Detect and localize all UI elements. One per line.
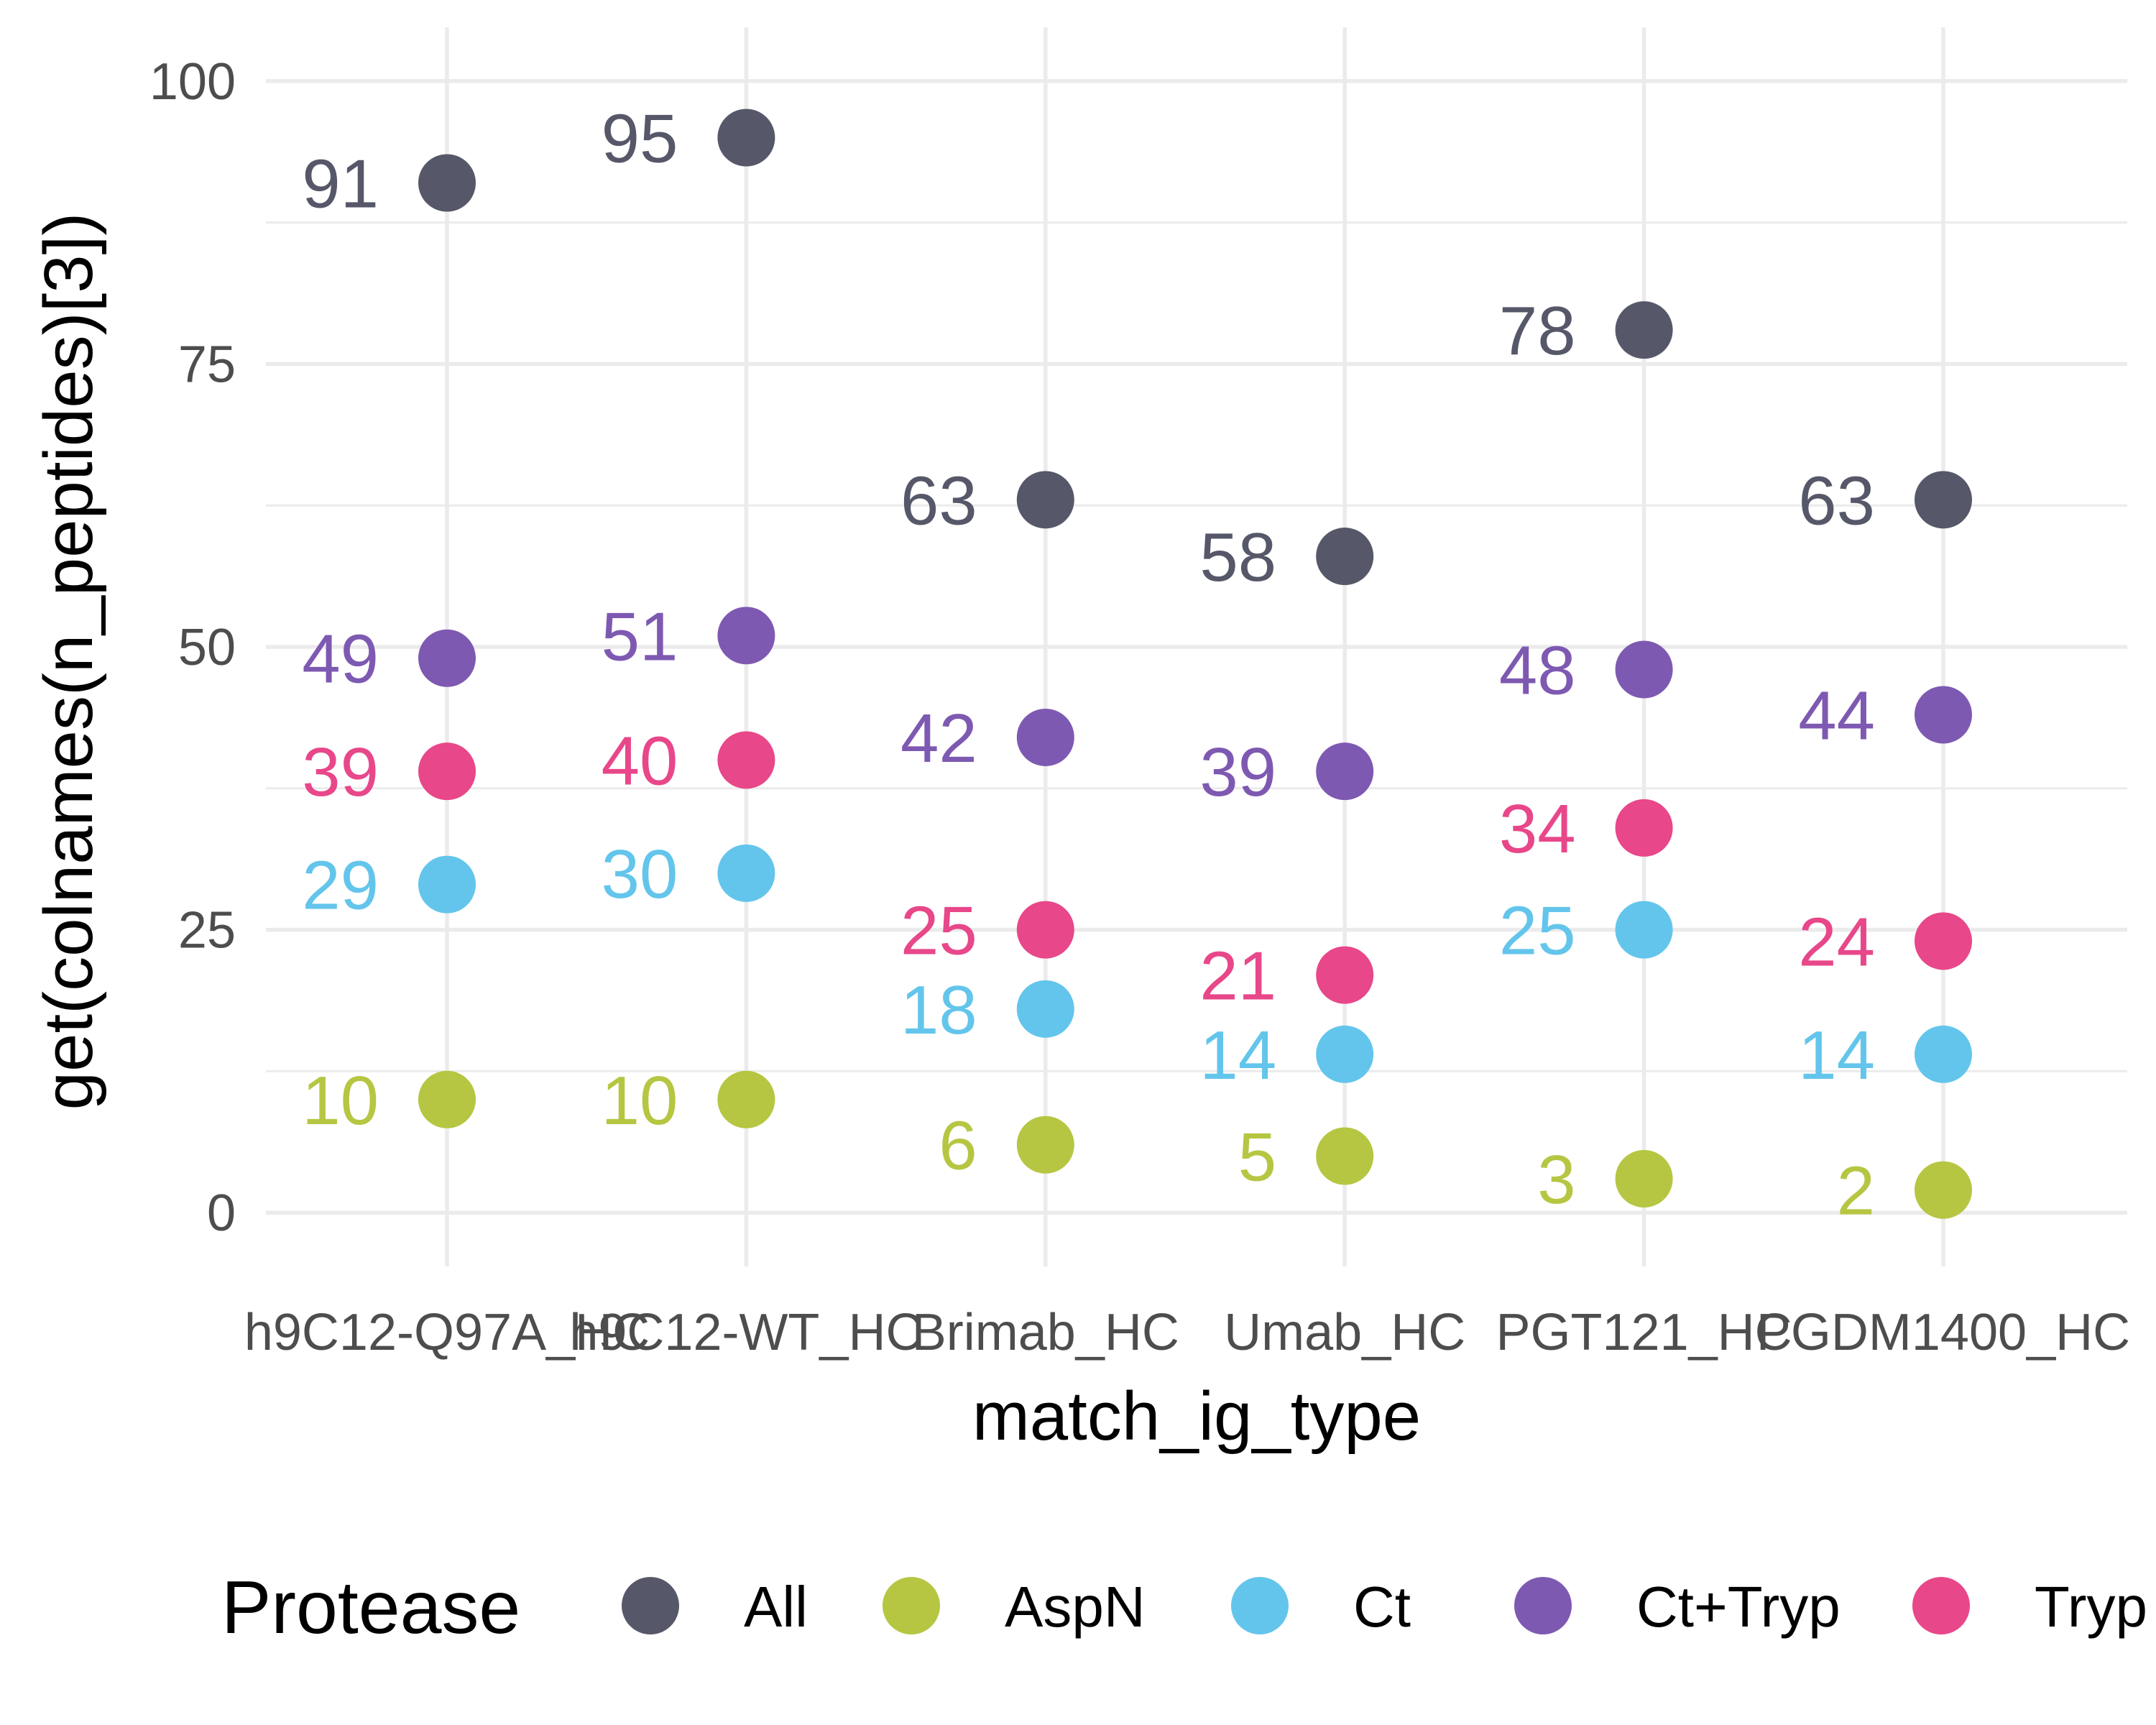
data-point [1316,1025,1374,1083]
y-tick-label: 0 [207,1184,236,1242]
data-label: 42 [900,700,977,777]
data-label: 3 [1537,1141,1575,1218]
data-labels: 91 95 63 58 78 63 10 10 6 5 3 2 29 30 18 14 25 14 49 51 42 39… [302,101,1875,1230]
data-label: 39 [302,734,379,811]
data-label: 6 [939,1108,977,1184]
legend-key [1514,1577,1572,1634]
data-point [717,844,775,902]
data-point [1615,799,1673,857]
data-label: 25 [1499,893,1576,970]
data-point [717,1070,775,1128]
x-tick-label: PGDM1400_HC [1756,1304,2130,1361]
data-label: 63 [1798,462,1875,539]
data-point [1016,901,1074,959]
legend-label: All [744,1575,808,1639]
y-tick-label: 100 [149,53,236,111]
data-label: 63 [900,462,977,539]
data-label: 91 [302,145,379,222]
data-point [1915,471,1972,529]
legend-key [622,1577,679,1634]
y-axis-ticks: 0 25 50 75 100 [149,53,236,1242]
data-label: 34 [1499,791,1576,868]
data-label: 2 [1837,1153,1875,1230]
y-tick-label: 50 [178,619,236,676]
x-tick-label: h9C12-Q97A_HC [244,1304,650,1361]
data-label: 21 [1199,938,1276,1015]
data-point [1016,980,1074,1038]
x-tick-label: Umab_HC [1224,1304,1465,1361]
data-point [1915,1025,1972,1083]
data-label: 39 [1199,734,1276,811]
data-point [717,607,775,665]
y-tick-label: 75 [178,336,236,393]
data-label: 18 [900,972,977,1049]
data-point [1915,912,1972,970]
data-label: 30 [602,836,678,913]
data-label: 49 [302,621,379,698]
legend-label: AspN [1005,1575,1146,1639]
data-point [418,629,476,687]
data-label: 29 [302,847,379,924]
x-tick-label: PGT121_HC [1496,1304,1792,1361]
legend-key [1912,1577,1970,1634]
data-point [1615,640,1673,699]
data-label: 48 [1499,632,1576,709]
data-label: 95 [602,101,678,178]
legend-key [883,1577,940,1634]
data-point [1316,1127,1374,1185]
data-point [418,742,476,801]
legend-label: Ct [1353,1575,1411,1639]
data-label: 40 [602,722,678,799]
legend-key [1231,1577,1289,1634]
data-label: 51 [602,598,678,675]
data-label: 24 [1798,903,1875,980]
data-label: 14 [1199,1017,1276,1094]
data-point [1915,1161,1972,1219]
y-tick-label: 25 [178,902,236,960]
data-point [418,855,476,914]
data-point [1316,742,1374,801]
legend-label: Tryp [2035,1575,2147,1639]
legend: Protease All AspN Ct Ct+Tryp Tryp [221,1566,2147,1650]
data-label: 14 [1798,1017,1875,1094]
data-label: 10 [602,1062,678,1139]
data-point [1615,301,1673,359]
data-point [1016,1116,1074,1174]
data-label: 5 [1238,1118,1276,1195]
data-label: 58 [1199,519,1276,596]
x-tick-label: Brimab_HC [912,1304,1179,1361]
data-point [717,109,775,167]
data-point [418,154,476,212]
data-point [1316,528,1374,586]
data-point [1316,946,1374,1004]
data-label: 44 [1798,677,1875,754]
data-label: 10 [302,1062,379,1139]
legend-title: Protease [221,1566,520,1650]
data-point [1016,708,1074,766]
data-point [1615,1149,1673,1208]
x-axis-title: match_ig_type [972,1378,1421,1455]
data-label: 78 [1499,293,1576,369]
data-point [1615,901,1673,959]
data-label: 25 [900,893,977,970]
data-point [1915,686,1972,744]
data-point [717,731,775,789]
data-point [418,1070,476,1128]
legend-label: Ct+Tryp [1636,1575,1841,1639]
data-point [1016,471,1074,529]
y-axis-title: get(colnames(n_peptides)[3]) [30,213,107,1110]
x-tick-label: h9C12-WT_HC [569,1304,923,1361]
data-points [418,109,1972,1219]
